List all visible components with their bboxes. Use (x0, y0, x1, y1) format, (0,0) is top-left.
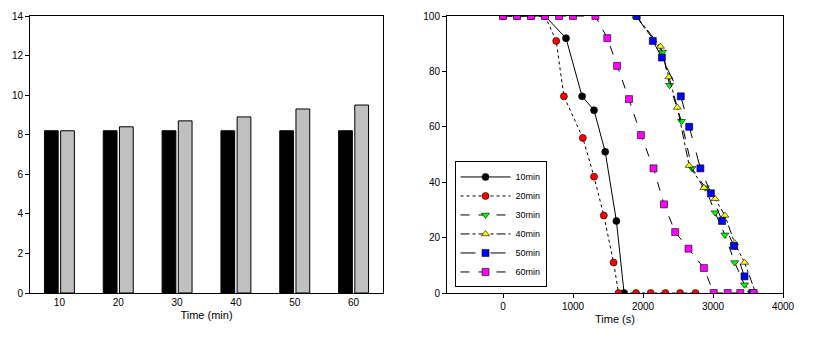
svg-text:0: 0 (500, 301, 506, 312)
svg-text:2: 2 (17, 248, 23, 259)
svg-text:4: 4 (17, 208, 23, 219)
svg-text:30min: 30min (516, 210, 541, 220)
svg-text:20min: 20min (516, 191, 541, 201)
svg-text:60min: 60min (516, 267, 541, 277)
svg-text:10min: 10min (516, 172, 541, 182)
svg-text:6: 6 (17, 169, 23, 180)
svg-text:Time (min): Time (min) (180, 309, 232, 321)
svg-text:100: 100 (423, 11, 440, 22)
svg-text:0: 0 (17, 288, 23, 299)
svg-text:Time (s): Time (s) (595, 313, 635, 325)
svg-text:50min: 50min (516, 248, 541, 258)
svg-text:8: 8 (17, 129, 23, 140)
svg-text:80: 80 (429, 66, 441, 77)
svg-text:3000: 3000 (702, 301, 725, 312)
svg-text:60: 60 (429, 121, 441, 132)
svg-text:2000: 2000 (632, 301, 655, 312)
svg-text:0: 0 (434, 288, 440, 299)
svg-text:40: 40 (429, 177, 441, 188)
svg-text:40: 40 (230, 297, 242, 308)
svg-text:14: 14 (12, 11, 24, 22)
svg-text:60: 60 (348, 297, 360, 308)
svg-text:20: 20 (429, 232, 441, 243)
svg-text:10: 10 (12, 90, 24, 101)
svg-text:10: 10 (54, 297, 66, 308)
svg-text:4000: 4000 (772, 301, 795, 312)
svg-text:40min: 40min (516, 229, 541, 239)
svg-text:50: 50 (289, 297, 301, 308)
svg-text:12: 12 (12, 50, 24, 61)
svg-text:30: 30 (172, 297, 184, 308)
svg-text:20: 20 (113, 297, 125, 308)
svg-text:1000: 1000 (562, 301, 585, 312)
